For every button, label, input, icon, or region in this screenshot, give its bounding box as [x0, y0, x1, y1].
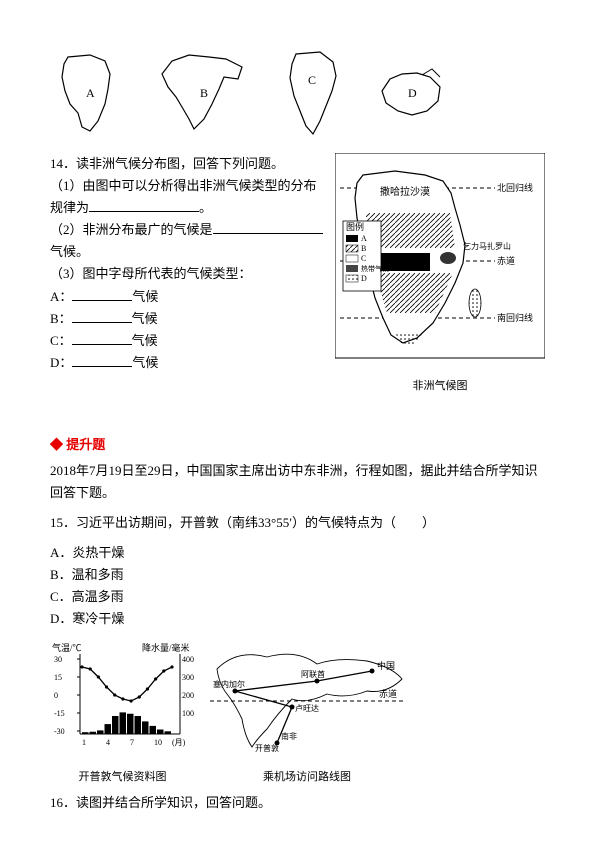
svg-text:阿联酋: 阿联酋: [301, 669, 325, 679]
svg-text:400: 400: [182, 655, 194, 664]
outline-d: D: [372, 59, 452, 129]
legend-tropic: 热带气候: [361, 264, 389, 273]
outline-a-label: A: [86, 86, 95, 100]
svg-text:200: 200: [182, 691, 194, 700]
sahara-label: 撒哈拉沙漠: [380, 185, 430, 198]
continent-outline-row: A B C D: [50, 46, 545, 141]
legend-b: B: [361, 244, 366, 253]
svg-text:-15: -15: [54, 709, 65, 718]
q15-opt-b[interactable]: B．温和多雨: [50, 564, 545, 586]
svg-text:降水量/毫米: 降水量/毫米: [142, 642, 190, 653]
q14-blank-2[interactable]: [213, 219, 323, 234]
chart-row: 气温/℃ 降水量/毫米 30 15 0 -15 -30 400 300 200 100 1 4 7…: [50, 639, 545, 787]
africa-map-caption: 非洲气候图: [335, 377, 545, 396]
q15-opt-c[interactable]: C．高温多雨: [50, 586, 545, 608]
svg-text:4: 4: [106, 738, 110, 747]
svg-text:塞内加尔: 塞内加尔: [213, 679, 245, 689]
outline-d-label: D: [408, 86, 417, 100]
svg-text:中国: 中国: [377, 660, 395, 671]
svg-text:7: 7: [130, 738, 134, 747]
question-15-lead: 2018年7月19日至29日，中国国家主席出访中东非洲，行程如图，据此并结合所学…: [50, 460, 545, 504]
svg-text:卢旺达: 卢旺达: [295, 703, 319, 713]
q14-blank-c[interactable]: [72, 330, 132, 345]
question-15-stem: 15．习近平出访期间，开普敦（南纬33°55′）的气候特点为（ ）: [50, 512, 545, 534]
legend-c: C: [361, 254, 366, 263]
q14-blank-b[interactable]: [72, 308, 132, 323]
svg-text:气温/℃: 气温/℃: [52, 642, 82, 653]
outline-b-label: B: [200, 86, 208, 100]
svg-text:1: 1: [82, 738, 86, 747]
kilimanjaro-label: 乞力马扎罗山: [463, 241, 511, 251]
svg-text:15: 15: [54, 673, 62, 682]
climate-chart-caption: 开普敦气候资料图: [50, 768, 195, 787]
outline-a: A: [50, 49, 130, 139]
q15-options: A．炎热干燥 B．温和多雨 C．高温多雨 D．寒冷干燥: [50, 542, 545, 630]
section-heading: ◆ 提升题: [50, 434, 545, 456]
outline-c: C: [278, 46, 348, 141]
svg-text:300: 300: [182, 673, 194, 682]
svg-text:南非: 南非: [281, 731, 297, 741]
svg-text:开普敦: 开普敦: [255, 743, 279, 753]
question-16: 16．读图并结合所学知识，回答问题。: [50, 792, 545, 814]
climate-chart: 气温/℃ 降水量/毫米 30 15 0 -15 -30 400 300 200 100 1 4 7…: [50, 639, 195, 787]
tropic-s-label: 南回归线: [497, 312, 533, 323]
q14-blank-1[interactable]: [89, 197, 199, 212]
legend-d: D: [361, 274, 367, 283]
legend-title: 图例: [346, 221, 364, 232]
equator-label: 赤道: [497, 255, 515, 266]
svg-text:30: 30: [54, 655, 62, 664]
svg-text:(月): (月): [172, 738, 186, 747]
svg-text:0: 0: [54, 691, 58, 700]
outline-b: B: [154, 49, 254, 139]
africa-climate-map: 北回归线 赤道 南回归线 撒哈拉沙漠 乞力马扎罗山: [335, 153, 545, 396]
legend-a: A: [361, 234, 367, 243]
svg-text:10: 10: [154, 738, 162, 747]
q14-blank-d[interactable]: [72, 352, 132, 367]
q15-opt-d[interactable]: D．寒冷干燥: [50, 608, 545, 630]
q14-blank-a[interactable]: [72, 286, 132, 301]
svg-text:100: 100: [182, 709, 194, 718]
svg-text:赤道: 赤道: [379, 688, 397, 699]
svg-text:-30: -30: [54, 727, 65, 736]
route-map: 赤道 中国 阿联酋 塞内加尔 卢旺达 南非 开普敦 乘机场访问路线图: [207, 639, 407, 787]
outline-c-label: C: [308, 73, 316, 87]
route-map-caption: 乘机场访问路线图: [207, 768, 407, 787]
q15-opt-a[interactable]: A．炎热干燥: [50, 542, 545, 564]
tropic-n-label: 北回归线: [497, 182, 533, 193]
